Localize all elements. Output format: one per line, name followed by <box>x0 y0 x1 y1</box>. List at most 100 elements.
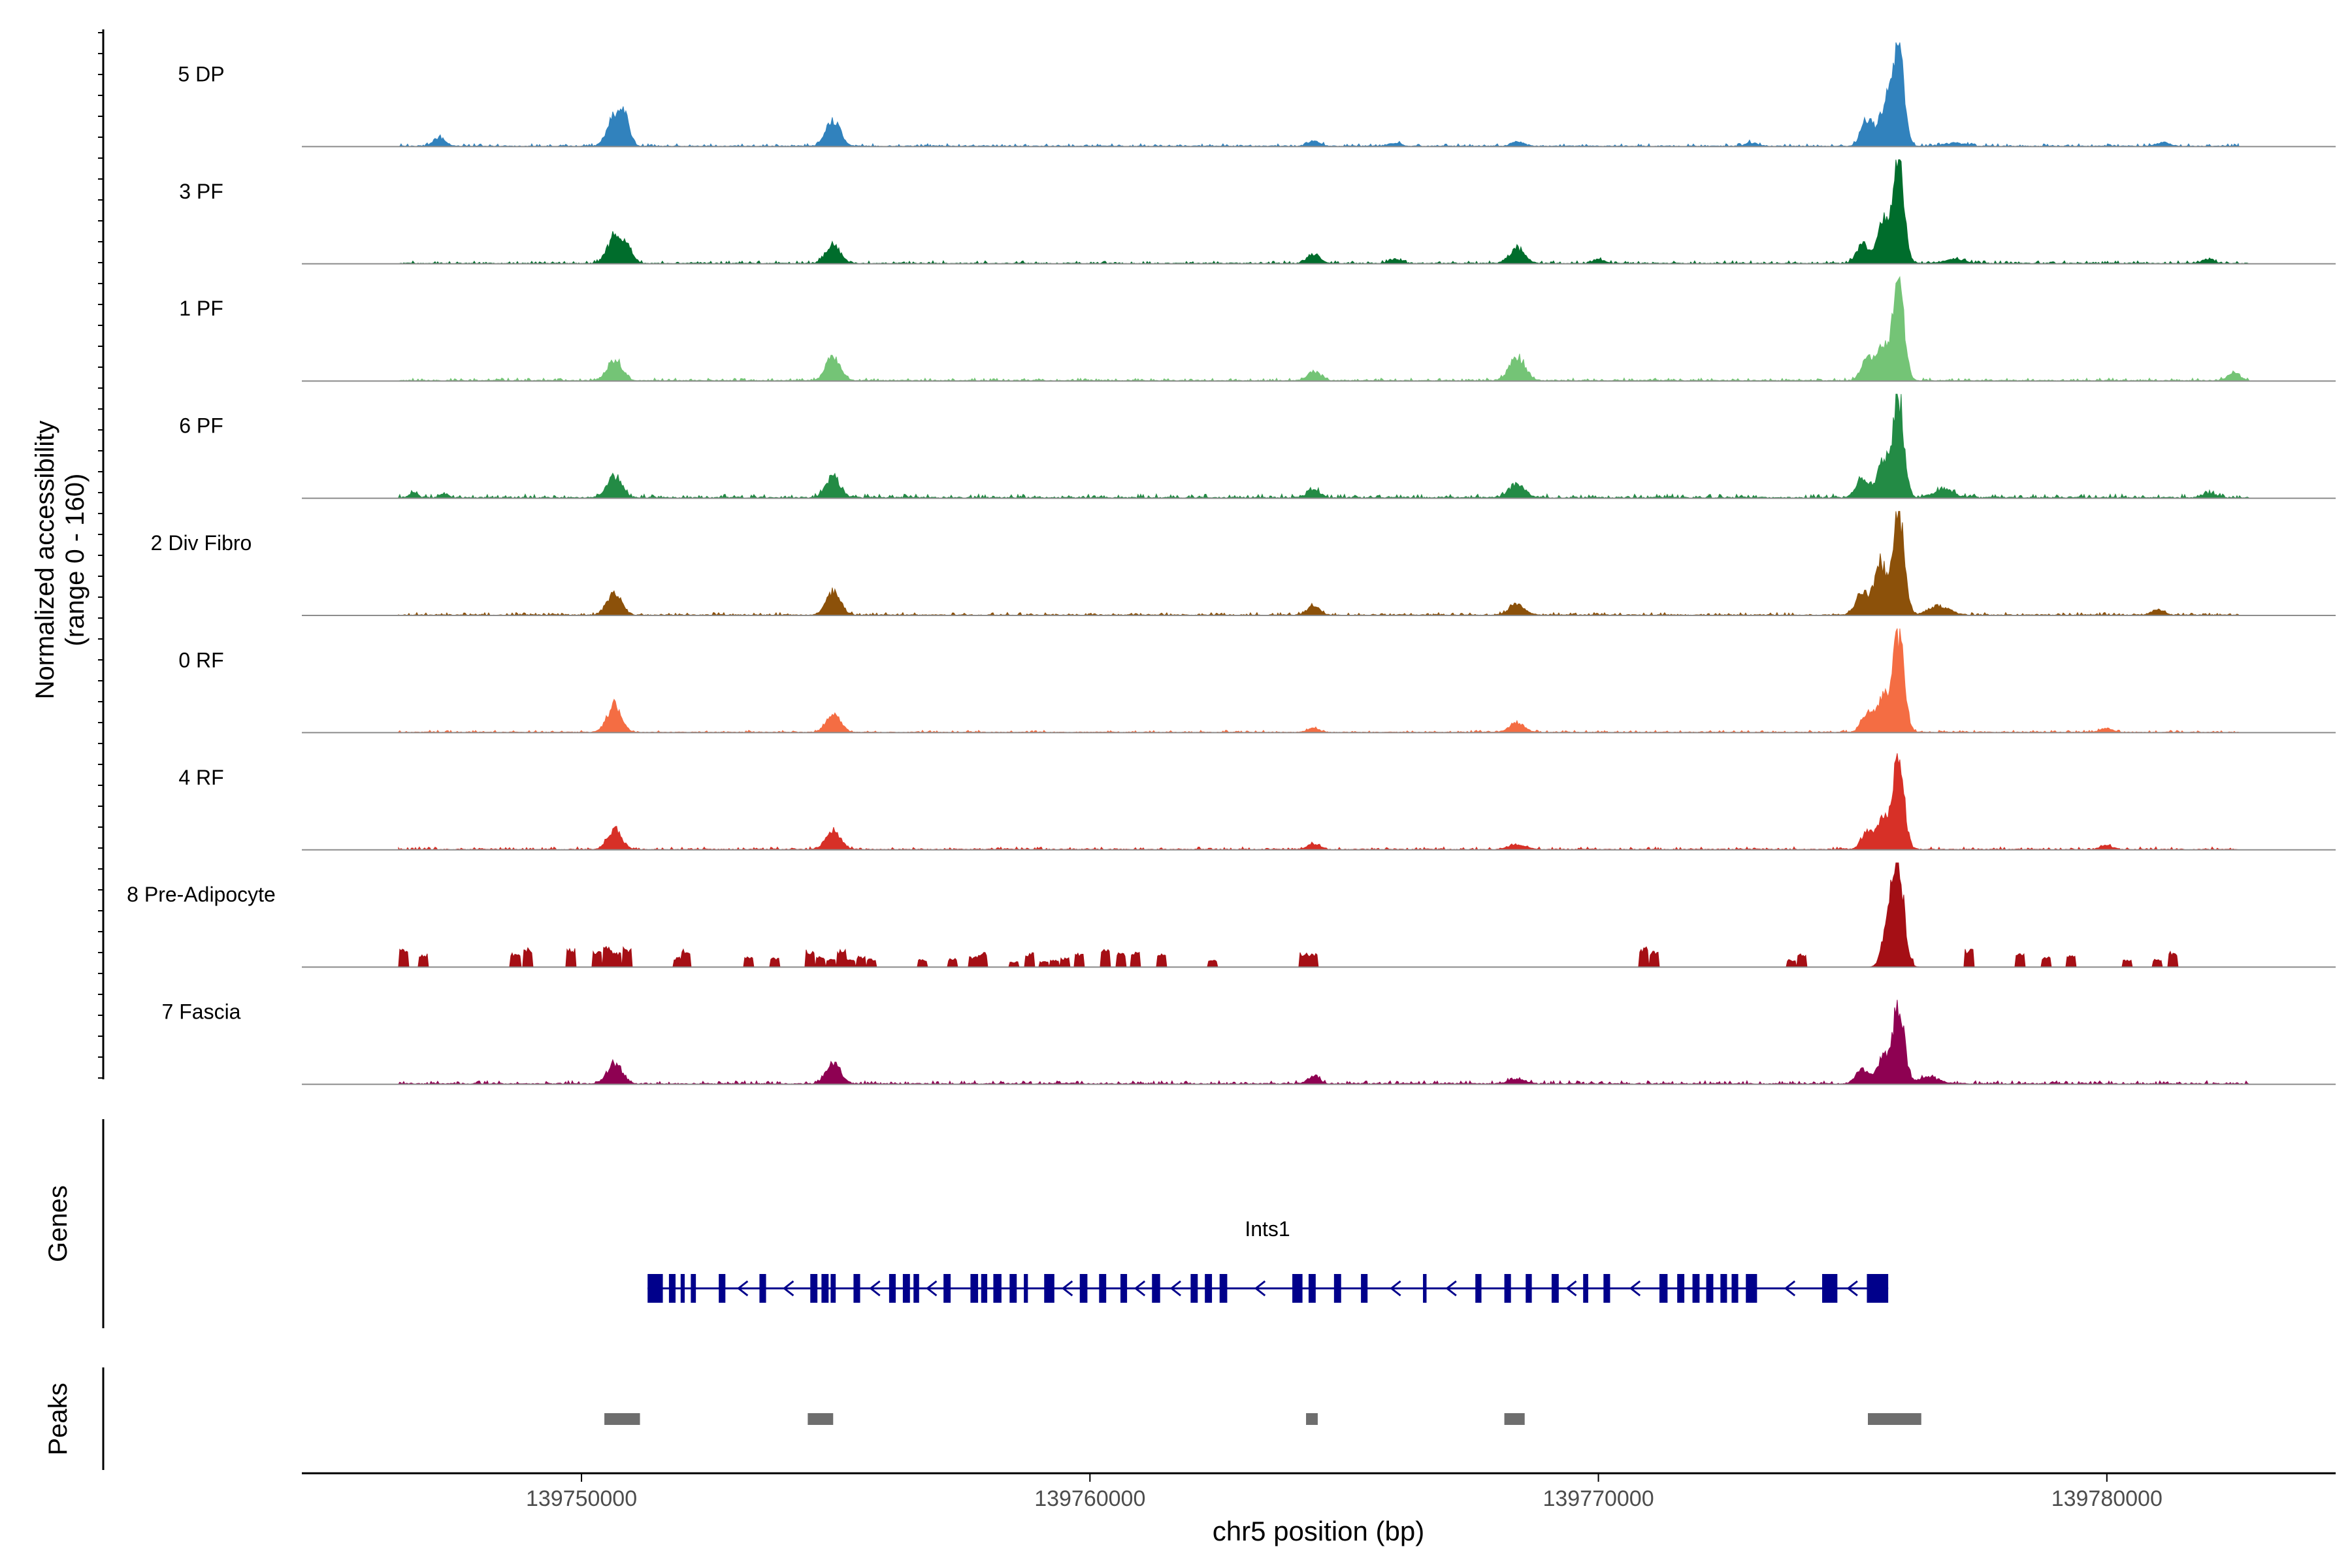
exon <box>680 1274 685 1303</box>
exon <box>1504 1274 1511 1303</box>
coverage-area <box>398 1000 2251 1085</box>
coverage-area <box>398 42 2240 148</box>
exon <box>830 1274 836 1303</box>
exon <box>1219 1274 1228 1303</box>
exon <box>1205 1274 1213 1303</box>
peak-region <box>1504 1413 1525 1425</box>
track: 7 Fascia <box>162 1000 2336 1085</box>
strand-arrow <box>926 1280 938 1297</box>
x-tick-label: 139750000 <box>526 1486 637 1511</box>
exon <box>993 1274 1002 1303</box>
x-axis-label: chr5 position (bp) <box>1213 1516 1425 1546</box>
accessibility-tracks: 5 DP 3 PF 1 PF 6 PF 2 Div Fibro 0 RF 4 RF 8 Pre… <box>127 42 2336 1085</box>
exon <box>1044 1274 1054 1303</box>
track-label: 1 PF <box>179 297 223 320</box>
strand-arrow <box>1784 1280 1796 1297</box>
track-label: 3 PF <box>179 180 223 203</box>
peak-region <box>1306 1413 1318 1425</box>
exon <box>1551 1274 1559 1303</box>
track: 4 RF <box>178 753 2336 851</box>
track-label: 4 RF <box>178 766 223 789</box>
strand-arrow <box>1565 1280 1577 1297</box>
y-axis-ticks <box>98 32 103 1079</box>
track: 2 Div Fibro <box>151 511 2336 616</box>
y-axis-label-line2: (range 0 - 160) <box>61 474 90 647</box>
track: 5 DP <box>178 42 2336 148</box>
exon <box>1746 1274 1757 1303</box>
peaks-label: Peaks <box>44 1382 73 1455</box>
x-tick-label: 139760000 <box>1034 1486 1145 1511</box>
coverage-area <box>398 628 2240 734</box>
peak-region <box>808 1413 834 1425</box>
x-axis-ticks: 139750000 139760000 139770000 139780000 <box>526 1473 2163 1511</box>
strand-arrow <box>1254 1280 1266 1297</box>
track: 3 PF <box>179 159 2336 265</box>
exon <box>1821 1274 1838 1303</box>
coverage-area <box>398 862 2240 968</box>
exon <box>981 1274 988 1303</box>
exon <box>821 1274 829 1303</box>
peak-region <box>604 1413 640 1425</box>
exon <box>668 1274 676 1303</box>
strand-arrow <box>1061 1280 1073 1297</box>
track: 1 PF <box>179 276 2336 382</box>
gene-name-label: Ints1 <box>1245 1217 1290 1241</box>
exon <box>1333 1274 1341 1303</box>
exon <box>1292 1274 1303 1303</box>
exon <box>1152 1274 1160 1303</box>
exon <box>647 1274 663 1303</box>
peak-region <box>1868 1413 1921 1425</box>
strand-arrow <box>1134 1280 1146 1297</box>
strand-arrow <box>869 1280 881 1297</box>
exon <box>902 1274 910 1303</box>
coverage-area <box>398 159 2249 265</box>
exon <box>1867 1274 1889 1303</box>
exon <box>719 1274 726 1303</box>
coverage-area <box>398 511 2240 616</box>
track-label: 2 Div Fibro <box>151 531 252 555</box>
exon <box>1720 1274 1727 1303</box>
strand-arrow <box>1629 1280 1641 1297</box>
coverage-area <box>398 393 2250 499</box>
exon <box>1731 1274 1739 1303</box>
x-tick-label: 139770000 <box>1543 1486 1654 1511</box>
track-label: 5 DP <box>178 62 224 86</box>
exon <box>913 1274 919 1303</box>
strand-arrow <box>1390 1280 1401 1297</box>
exon <box>759 1274 766 1303</box>
track: 6 PF <box>179 393 2336 499</box>
coverage-area <box>398 753 2240 851</box>
strand-arrow <box>782 1280 794 1297</box>
strand-arrow <box>736 1280 749 1297</box>
exon <box>889 1274 896 1303</box>
exon <box>691 1274 696 1303</box>
strand-arrow <box>1445 1280 1457 1297</box>
exon <box>1603 1274 1610 1303</box>
exon <box>1190 1274 1198 1303</box>
coverage-area <box>398 276 2250 382</box>
exon <box>1475 1274 1482 1303</box>
strand-arrow <box>1169 1280 1181 1297</box>
exon <box>1361 1274 1368 1303</box>
exon <box>1526 1274 1532 1303</box>
exon <box>1079 1274 1088 1303</box>
track-label: 0 RF <box>178 648 223 672</box>
peaks-track <box>604 1413 1921 1425</box>
genes-label: Genes <box>44 1185 73 1262</box>
exon <box>810 1274 818 1303</box>
exon <box>943 1274 951 1303</box>
exon <box>1692 1274 1700 1303</box>
exon <box>970 1274 979 1303</box>
exon <box>1677 1274 1685 1303</box>
exon <box>1099 1274 1107 1303</box>
x-tick-label: 139780000 <box>2051 1486 2163 1511</box>
exon <box>1308 1274 1316 1303</box>
exon <box>1120 1274 1128 1303</box>
strand-arrow <box>1846 1280 1858 1297</box>
track-label: 8 Pre-Adipocyte <box>127 883 276 906</box>
exon <box>1583 1274 1588 1303</box>
track-label: 6 PF <box>179 414 223 438</box>
exon <box>853 1274 860 1303</box>
track-label: 7 Fascia <box>162 1000 241 1024</box>
